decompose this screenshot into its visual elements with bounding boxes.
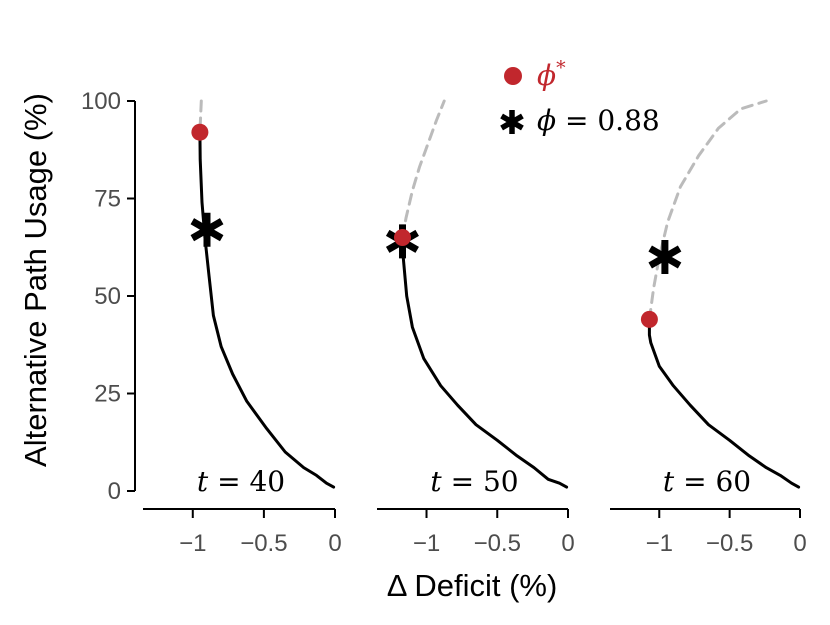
dashed-curve — [647, 99, 768, 321]
x-axis-title: Δ Deficit (%) — [387, 568, 558, 603]
legend-phi-sup: * — [556, 57, 566, 79]
panel-2: −1 −0.5 0 t = 50 — [377, 99, 575, 557]
legend-phi-value: = 0.88 — [556, 104, 660, 137]
legend-label-phi-star: ϕ* — [537, 57, 566, 92]
solid-curve — [198, 130, 336, 489]
solid-curve — [401, 236, 569, 489]
panels: −1 −0.5 0 t = 40 −1 −0.5 0 t = 50 −1 −0.5 0 t = 60 — [143, 99, 807, 557]
y-tick-label: 100 — [81, 88, 121, 115]
x-tick-label: −0.5 — [240, 530, 287, 557]
panel-label-value: = 40 — [208, 465, 285, 498]
legend-dot-icon — [504, 67, 522, 85]
x-tick-label: 0 — [561, 530, 574, 557]
x-tick-label: −1 — [413, 530, 440, 557]
phi-088-star-marker — [190, 212, 224, 247]
y-tick-label: 0 — [108, 478, 121, 505]
legend-entry-phi-088: ϕ = 0.88 — [500, 104, 660, 137]
panel-label-value: = 50 — [442, 465, 519, 498]
panel-label: t = 40 — [197, 465, 285, 498]
phi-star-point — [191, 123, 209, 141]
x-tick-label: −0.5 — [474, 530, 521, 557]
y-axis: 0 25 50 75 100 — [81, 88, 136, 505]
x-tick-label: 0 — [328, 530, 341, 557]
x-tick-label: −1 — [179, 530, 206, 557]
panel-label-value: = 60 — [674, 465, 751, 498]
phi-088-star-marker — [648, 240, 682, 274]
panel-label: t = 50 — [430, 465, 518, 498]
y-tick-label: 75 — [94, 186, 121, 213]
panel-3: −1 −0.5 0 t = 60 — [610, 99, 807, 557]
legend-star-icon — [500, 110, 524, 134]
x-tick-label: −1 — [646, 530, 673, 557]
phi-star-point — [640, 310, 658, 328]
legend-phi-symbol: ϕ — [537, 59, 556, 92]
x-tick-label: −0.5 — [706, 530, 753, 557]
solid-curve — [647, 317, 801, 489]
x-tick-label: 0 — [793, 530, 806, 557]
legend-entry-phi-star: ϕ* — [504, 57, 566, 92]
panel-label: t = 60 — [663, 465, 751, 498]
panel-label-var: t — [663, 465, 675, 498]
panel-label-var: t — [197, 465, 209, 498]
legend-phi-symbol: ϕ — [537, 104, 556, 137]
phi-star-point — [393, 229, 411, 246]
y-tick-label: 25 — [94, 381, 121, 408]
panel-label-var: t — [430, 465, 442, 498]
legend: ϕ*ϕ = 0.88 — [500, 57, 660, 137]
panel-1: −1 −0.5 0 t = 40 — [143, 99, 342, 557]
legend-label-phi-088: ϕ = 0.88 — [537, 104, 660, 137]
dashed-curve — [401, 99, 446, 239]
y-tick-label: 50 — [94, 283, 121, 310]
y-axis-title: Alternative Path Usage (%) — [18, 93, 53, 467]
